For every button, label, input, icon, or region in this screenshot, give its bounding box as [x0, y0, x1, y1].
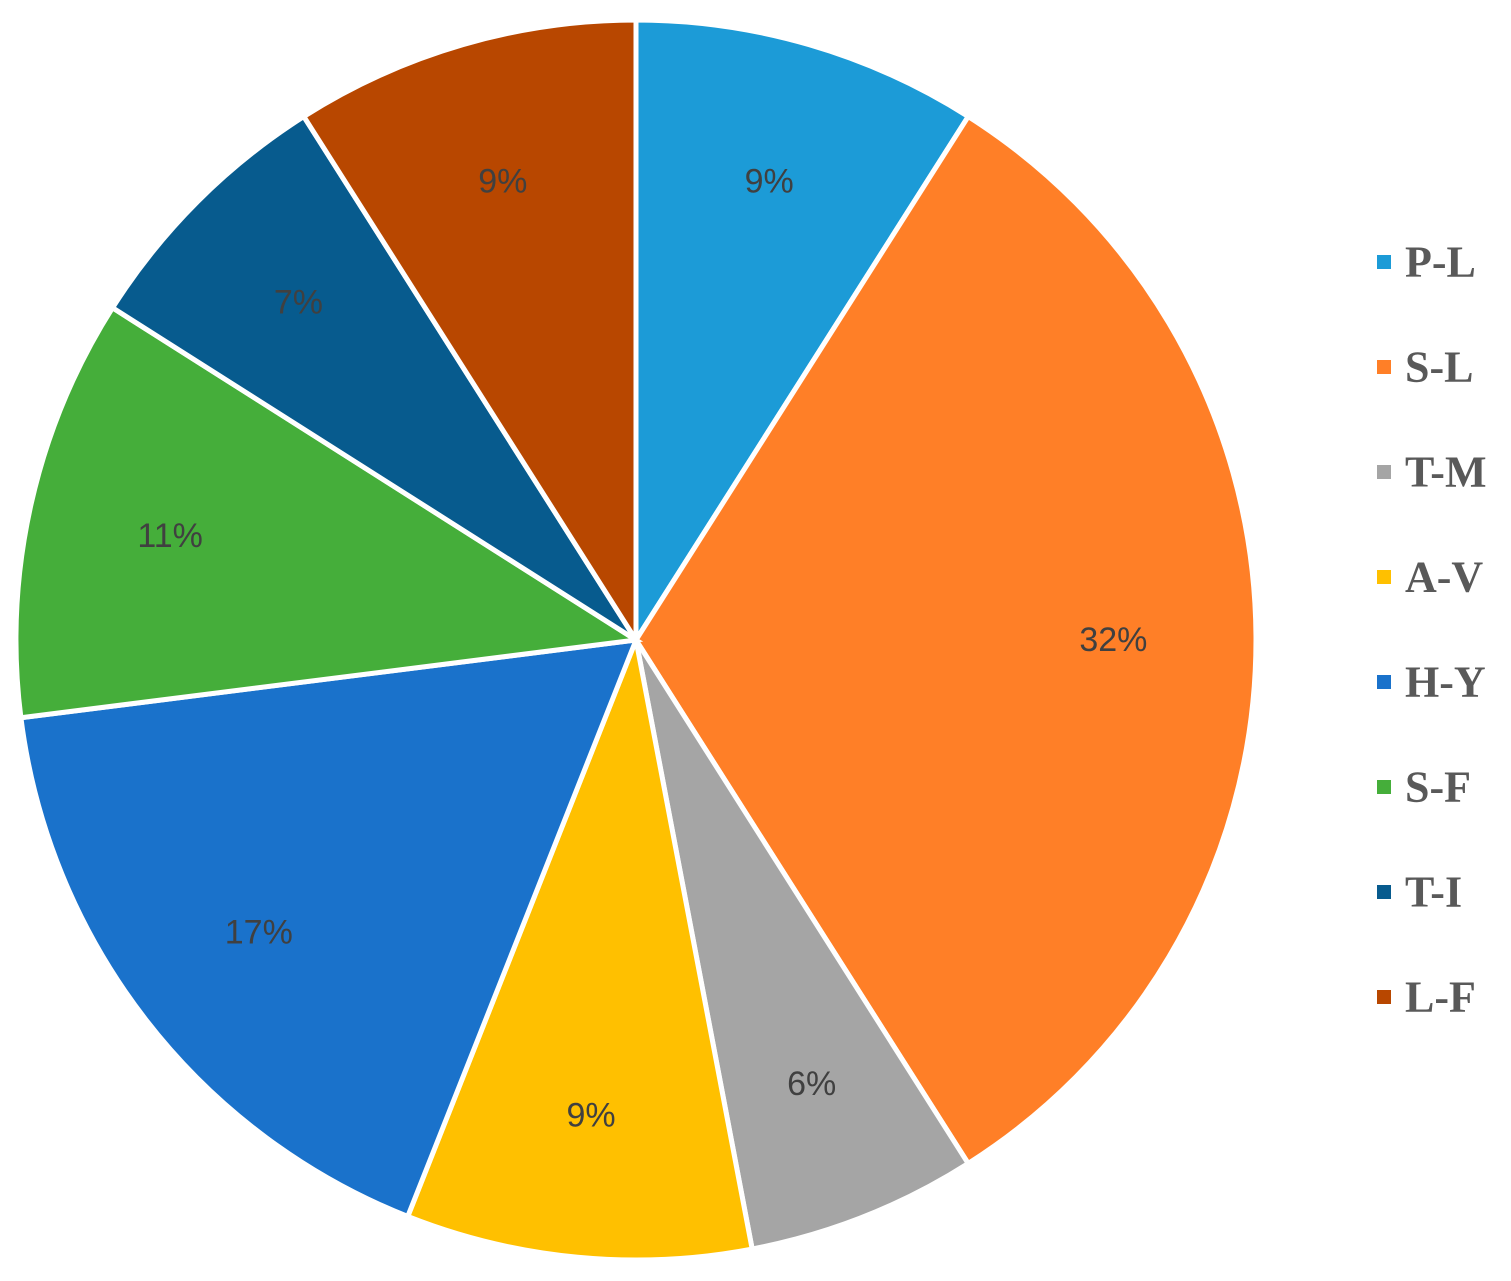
- data-label-a-v: 9%: [567, 1096, 616, 1134]
- data-label-h-y: 17%: [225, 914, 293, 952]
- pie-data-labels: 9% 32% 6% 9% 17% 11% 7% 9%: [137, 163, 1147, 1135]
- legend-swatch-s-l: [1377, 360, 1391, 374]
- data-label-l-f: 9%: [478, 163, 527, 201]
- pie-slice-t-m: [633, 638, 972, 1252]
- legend-label-t-m: T-M: [1405, 448, 1487, 497]
- chart-legend: P-L S-L T-M A-V H-Y S-F T-I L-F: [1377, 238, 1487, 1022]
- legend-label-l-f: L-F: [1405, 973, 1476, 1022]
- legend-swatch-a-v: [1377, 570, 1391, 584]
- legend-label-h-y: H-Y: [1405, 658, 1486, 707]
- pie-slice-a-v: [404, 631, 756, 1263]
- legend-label-a-v: A-V: [1405, 553, 1483, 602]
- legend-swatch-p-l: [1377, 255, 1391, 269]
- legend-swatch-t-i: [1377, 885, 1391, 899]
- legend-label-s-f: S-F: [1405, 763, 1471, 812]
- legend-swatch-t-m: [1377, 465, 1391, 479]
- legend-swatch-l-f: [1377, 990, 1391, 1004]
- legend-label-s-l: S-L: [1405, 343, 1473, 392]
- pie-slice-p-l: [633, 17, 972, 649]
- pie-slice-h-y: [18, 636, 640, 1220]
- pie-slice-l-f: [300, 17, 639, 649]
- pie-slices: [13, 17, 1259, 1263]
- data-label-t-i: 7%: [274, 283, 323, 321]
- pie-slice-s-f: [13, 304, 644, 721]
- data-label-s-f: 11%: [137, 517, 203, 555]
- legend-swatch-h-y: [1377, 675, 1391, 689]
- pie-slice-t-i: [109, 113, 639, 643]
- pie-slice-s-l: [633, 113, 1259, 1167]
- data-label-t-m: 6%: [787, 1065, 836, 1103]
- legend-label-t-i: T-I: [1405, 868, 1462, 917]
- data-label-p-l: 9%: [745, 163, 794, 201]
- data-label-s-l: 32%: [1079, 621, 1147, 659]
- legend-label-p-l: P-L: [1405, 238, 1476, 287]
- legend-swatch-s-f: [1377, 780, 1391, 794]
